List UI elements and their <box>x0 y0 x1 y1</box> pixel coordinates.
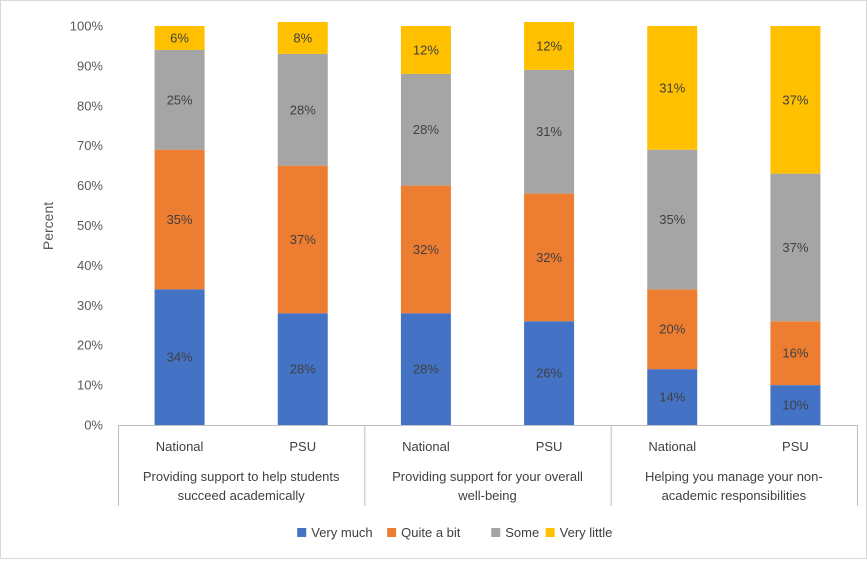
data-label: 28% <box>290 102 316 117</box>
bar-segment <box>524 69 575 194</box>
bar-segment <box>277 165 328 314</box>
bar-segment <box>524 193 575 322</box>
bar-segment <box>524 22 575 70</box>
data-label: 20% <box>659 322 685 337</box>
data-label: 14% <box>659 390 685 405</box>
bar-segment <box>647 149 698 290</box>
legend-label: Quite a bit <box>401 525 461 540</box>
y-tick-label: 30% <box>77 298 103 313</box>
bar-segment <box>770 173 821 322</box>
y-tick-label: 90% <box>77 58 103 73</box>
bar-segment <box>154 26 205 50</box>
bar-segment <box>524 321 575 425</box>
y-tick-label: 60% <box>77 178 103 193</box>
data-label: 28% <box>413 362 439 377</box>
legend-swatch <box>545 528 555 537</box>
bar-segment <box>770 385 821 425</box>
legend-label: Very little <box>560 525 613 540</box>
group-label: academic responsibilities <box>662 488 807 503</box>
data-label: 31% <box>659 80 685 95</box>
y-tick-label: 10% <box>77 378 103 393</box>
legend-swatch <box>491 528 501 537</box>
legend-label: Some <box>505 525 539 540</box>
y-tick-label: 0% <box>84 418 103 433</box>
data-label: 12% <box>413 42 439 57</box>
bar-segment <box>400 185 451 314</box>
y-tick-label: 100% <box>70 19 104 34</box>
category-label: National <box>156 439 204 454</box>
bar-segment <box>154 149 205 290</box>
data-label: 35% <box>167 212 193 227</box>
bar-segment <box>400 73 451 186</box>
group-label: well-being <box>457 488 517 503</box>
data-label: 32% <box>413 242 439 257</box>
legend: Very much Quite a bit Some Very little <box>297 525 612 540</box>
data-label: 26% <box>536 366 562 381</box>
data-label: 37% <box>782 240 808 255</box>
data-label: 34% <box>167 350 193 365</box>
bar-segment <box>277 313 328 425</box>
category-label: National <box>402 439 450 454</box>
y-tick-label: 80% <box>77 98 103 113</box>
category-label: National <box>648 439 696 454</box>
data-label: 10% <box>782 398 808 413</box>
data-label: 25% <box>167 92 193 107</box>
category-label: PSU <box>289 439 316 454</box>
data-label: 28% <box>290 362 316 377</box>
y-tick-label: 40% <box>77 258 103 273</box>
legend-swatch <box>297 528 307 537</box>
data-label: 35% <box>659 212 685 227</box>
bar-segment <box>647 289 698 370</box>
y-tick-label: 70% <box>77 138 103 153</box>
data-label: 31% <box>536 124 562 139</box>
bar-segment <box>770 26 821 174</box>
bar-segment <box>277 53 328 166</box>
x-axis: National PSU National PSU National PSU Providi… <box>118 425 858 506</box>
bar-segment <box>154 289 205 425</box>
data-label: 32% <box>536 250 562 265</box>
bar-segment <box>154 49 205 150</box>
bar-segment <box>647 369 698 425</box>
y-axis-title: Percent <box>40 202 56 250</box>
data-label: 8% <box>293 30 312 45</box>
y-tick-label: 20% <box>77 338 103 353</box>
data-label: 37% <box>782 92 808 107</box>
data-label: 28% <box>413 122 439 137</box>
data-label: 16% <box>782 346 808 361</box>
data-label: 12% <box>536 38 562 53</box>
bar-segment <box>400 313 451 425</box>
bar-segment <box>647 26 698 150</box>
group-label: Helping you manage your non- <box>645 469 823 484</box>
bar-segment <box>770 321 821 386</box>
bar-segment <box>400 26 451 74</box>
category-label: PSU <box>536 439 563 454</box>
category-label: PSU <box>782 439 809 454</box>
data-label: 37% <box>290 232 316 247</box>
y-axis-ticks: 0% 10% 20% 30% 40% 50% 60% 70% 80% 90% 100% <box>70 19 104 433</box>
bars <box>154 22 821 425</box>
data-labels: 34% 35% 25% 6% 28% 37% 28% 8% 28% 32% 28% 12% 26% 32%… <box>167 30 809 412</box>
legend-label: Very much <box>311 525 372 540</box>
bar-segment <box>277 22 328 54</box>
y-tick-label: 50% <box>77 218 103 233</box>
legend-swatch <box>387 528 397 537</box>
data-label: 6% <box>170 30 189 45</box>
group-label: Providing support to help students <box>143 469 340 484</box>
group-label: Providing support for your overall <box>392 469 583 484</box>
group-label: succeed academically <box>178 488 306 503</box>
